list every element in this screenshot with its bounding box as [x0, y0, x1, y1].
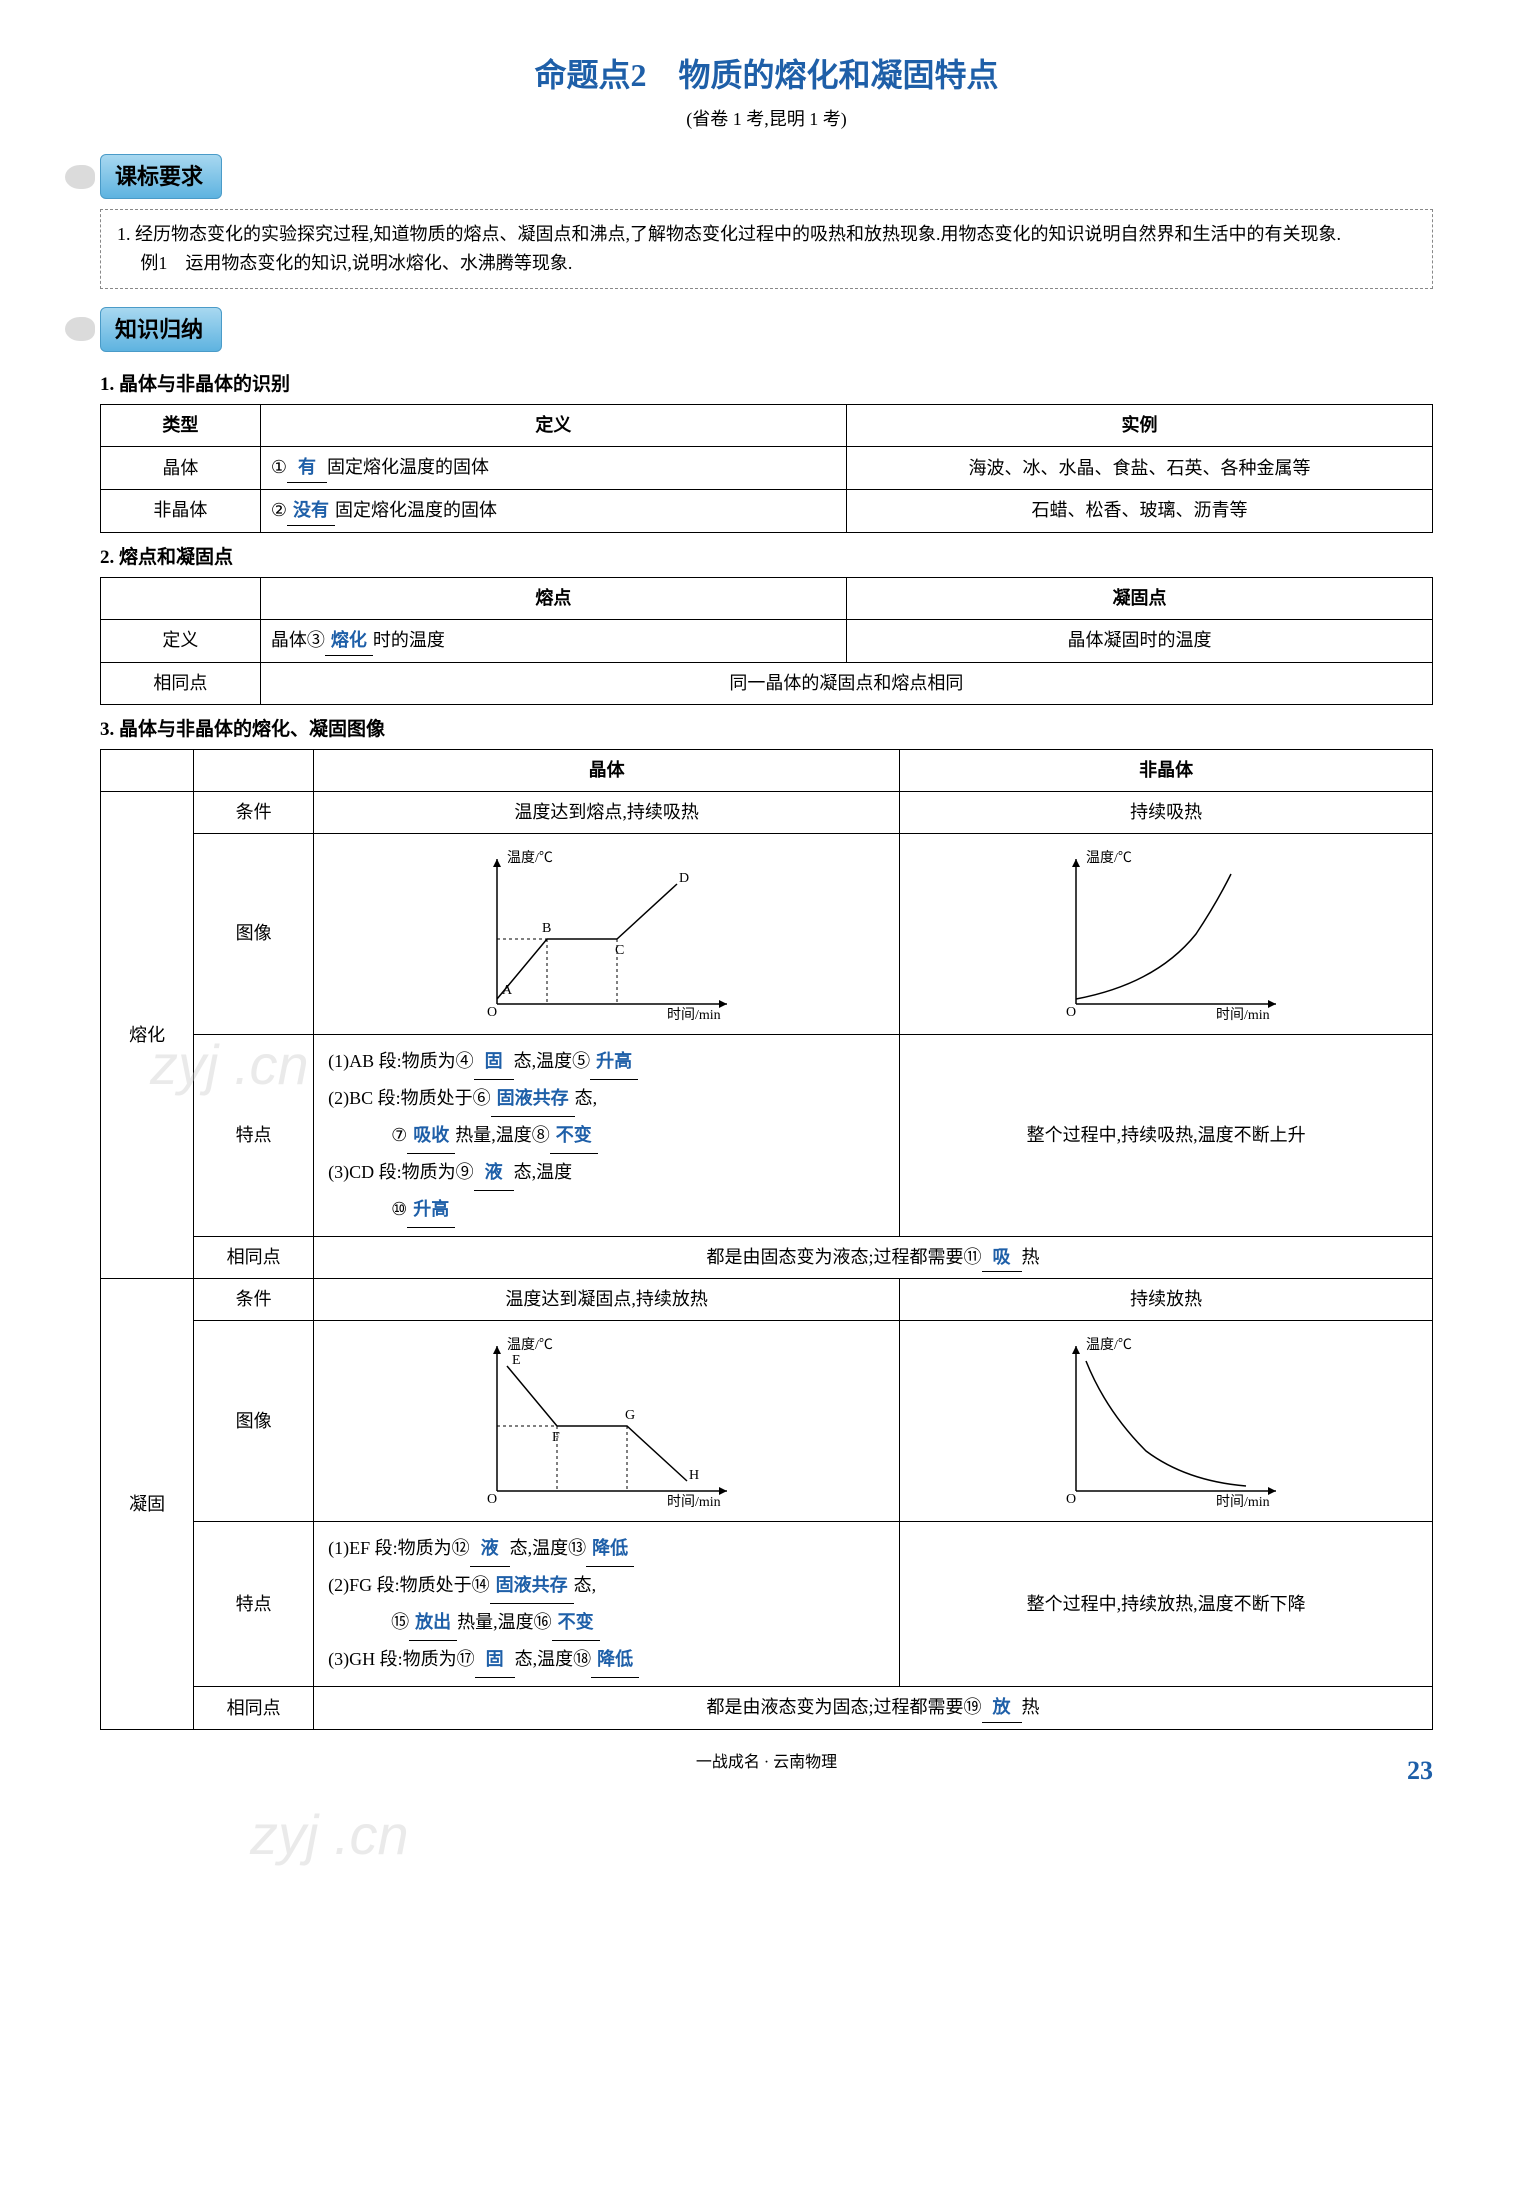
svg-text:温度/℃: 温度/℃	[1086, 1337, 1132, 1353]
sub1-r2c1: 非晶体	[101, 489, 261, 532]
kebiao-box: 1. 经历物态变化的实验探究过程,知道物质的熔点、凝固点和沸点,了解物态变化过程…	[100, 209, 1433, 289]
sub1-table: 类型 定义 实例 晶体 ①有固定熔化温度的固体 海波、冰、水晶、食盐、石英、各种…	[100, 404, 1433, 532]
freeze-same: 都是由液态变为固态;过程都需要⑲放热	[314, 1687, 1433, 1730]
svg-text:C: C	[615, 943, 624, 958]
sub2-def1: 晶体③熔化时的温度	[260, 619, 846, 662]
sub2-h1: 熔点	[260, 578, 846, 620]
chart-ylabel: 温度/℃	[507, 850, 553, 866]
sub3-graph-label-1: 图像	[194, 833, 314, 1034]
svg-text:时间/min: 时间/min	[1216, 1007, 1270, 1023]
page-number: 23	[1407, 1750, 1433, 1792]
svg-text:O: O	[1066, 1492, 1076, 1507]
sub1-title: 1. 晶体与非晶体的识别	[100, 370, 1433, 400]
sub3-melt-cond1: 温度达到熔点,持续吸热	[314, 791, 900, 833]
freeze-amorphous-chart: O 温度/℃ 时间/min	[900, 1321, 1433, 1522]
sub2-h2: 凝固点	[846, 578, 1432, 620]
svg-text:E: E	[512, 1353, 521, 1368]
melt-crystal-chart: O 温度/℃ 时间/min A B C D	[314, 833, 900, 1034]
sub3-melt-label: 熔化	[101, 791, 194, 1279]
sub3-graph-label-2: 图像	[194, 1321, 314, 1522]
sub3-table: 晶体 非晶体 熔化 条件 温度达到熔点,持续吸热 持续吸热 图像 O 温度/℃ …	[100, 749, 1433, 1730]
sub1-h3: 实例	[846, 405, 1432, 447]
sub3-freeze-cond2: 持续放热	[900, 1279, 1433, 1321]
svg-text:时间/min: 时间/min	[1216, 1494, 1270, 1510]
page-title: 命题点2 物质的熔化和凝固特点	[100, 50, 1433, 101]
svg-text:A: A	[502, 983, 513, 998]
sub3-col2: 非晶体	[900, 749, 1433, 791]
melt-crystal-features: (1)AB 段:物质为④固态,温度⑤升高 (2)BC 段:物质处于⑥固液共存态,…	[314, 1034, 900, 1236]
svg-text:温度/℃: 温度/℃	[1086, 850, 1132, 866]
sub3-feat-label-1: 特点	[194, 1034, 314, 1236]
watermark-2: zyj .cn	[250, 1790, 409, 1880]
chart-origin: O	[487, 1005, 497, 1020]
freeze-crystal-chart: O 温度/℃ 时间/min E F G H	[314, 1321, 900, 1522]
chart-xlabel: 时间/min	[667, 1007, 721, 1023]
footer-text: 一战成名 · 云南物理	[696, 1754, 837, 1771]
sub2-def2: 晶体凝固时的温度	[846, 619, 1432, 662]
sub1-r1c3: 海波、冰、水晶、食盐、石英、各种金属等	[846, 447, 1432, 490]
sub2-def-label: 定义	[101, 619, 261, 662]
svg-text:B: B	[542, 921, 551, 936]
sub3-cond-label-2: 条件	[194, 1279, 314, 1321]
svg-text:G: G	[625, 1408, 635, 1423]
sub3-title: 3. 晶体与非晶体的熔化、凝固图像	[100, 715, 1433, 745]
sub1-r1c2: ①有固定熔化温度的固体	[260, 447, 846, 490]
svg-text:O: O	[487, 1492, 497, 1507]
sub3-melt-cond2: 持续吸热	[900, 791, 1433, 833]
svg-text:时间/min: 时间/min	[667, 1494, 721, 1510]
section-badge-guina: 知识归纳	[100, 307, 222, 352]
svg-text:O: O	[1066, 1005, 1076, 1020]
sub1-r1c1: 晶体	[101, 447, 261, 490]
sub3-col1: 晶体	[314, 749, 900, 791]
sub1-h2: 定义	[260, 405, 846, 447]
sub3-cond-label-1: 条件	[194, 791, 314, 833]
svg-text:温度/℃: 温度/℃	[507, 1337, 553, 1353]
kebiao-line1: 1. 经历物态变化的实验探究过程,知道物质的熔点、凝固点和沸点,了解物态变化过程…	[117, 220, 1416, 249]
melt-same: 都是由固态变为液态;过程都需要⑪吸热	[314, 1236, 1433, 1279]
sub3-same-label-1: 相同点	[194, 1236, 314, 1279]
sub2-same-text: 同一晶体的凝固点和熔点相同	[260, 662, 1432, 704]
freeze-crystal-features: (1)EF 段:物质为⑫液态,温度⑬降低 (2)FG 段:物质处于⑭固液共存态,…	[314, 1522, 900, 1687]
svg-text:F: F	[552, 1430, 560, 1445]
freeze-amorphous-features: 整个过程中,持续放热,温度不断下降	[900, 1522, 1433, 1687]
sub3-freeze-cond1: 温度达到凝固点,持续放热	[314, 1279, 900, 1321]
kebiao-line2: 例1 运用物态变化的知识,说明冰熔化、水沸腾等现象.	[117, 249, 1416, 278]
sub2-table: 熔点 凝固点 定义 晶体③熔化时的温度 晶体凝固时的温度 相同点 同一晶体的凝固…	[100, 577, 1433, 704]
sub3-freeze-label: 凝固	[101, 1279, 194, 1730]
page-footer: 一战成名 · 云南物理 23	[100, 1750, 1433, 1776]
melt-amorphous-features: 整个过程中,持续吸热,温度不断上升	[900, 1034, 1433, 1236]
sub3-same-label-2: 相同点	[194, 1687, 314, 1730]
svg-text:H: H	[689, 1468, 699, 1483]
svg-text:D: D	[679, 871, 689, 886]
page-subtitle: (省卷 1 考,昆明 1 考)	[100, 105, 1433, 134]
sub1-r2c3: 石蜡、松香、玻璃、沥青等	[846, 489, 1432, 532]
sub1-h1: 类型	[101, 405, 261, 447]
melt-amorphous-chart: O 温度/℃ 时间/min	[900, 833, 1433, 1034]
section-badge-kebiao: 课标要求	[100, 154, 222, 199]
sub3-feat-label-2: 特点	[194, 1522, 314, 1687]
sub2-same-label: 相同点	[101, 662, 261, 704]
sub1-r2c2: ②没有固定熔化温度的固体	[260, 489, 846, 532]
sub2-title: 2. 熔点和凝固点	[100, 543, 1433, 573]
